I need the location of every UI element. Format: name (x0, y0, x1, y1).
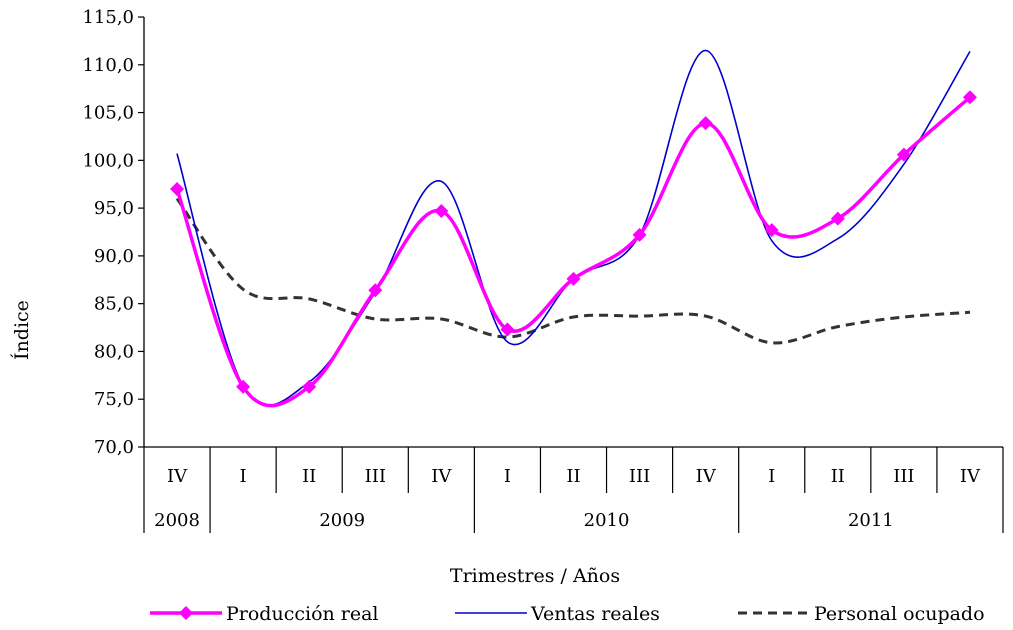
y-tick-label: 85,0 (94, 294, 134, 315)
y-tick-label: 75,0 (94, 389, 134, 410)
x-tick-label: III (365, 466, 386, 487)
y-axis-label: Índice (10, 300, 33, 360)
x-tick-label: I (240, 466, 247, 487)
x-tick-label: IV (167, 466, 188, 487)
y-tick-label: 105,0 (82, 103, 134, 124)
year-label: 2008 (154, 510, 200, 531)
y-tick-label: 115,0 (82, 7, 134, 28)
y-tick-label: 95,0 (94, 198, 134, 219)
year-label: 2009 (319, 510, 365, 531)
data-point-marker (764, 223, 779, 238)
x-tick-label: I (768, 466, 775, 487)
series-line-2 (176, 49, 971, 407)
legend-label: Ventas reales (530, 603, 660, 625)
series-line-3 (175, 197, 971, 345)
y-tick-label: 100,0 (82, 150, 134, 171)
axes: 70,0 75,0 80,0 85,0 90,0 95,0 100,0 105,0 110,0 1… (82, 7, 1004, 533)
legend-label: Personal ocupado (814, 603, 985, 625)
x-tick-label: II (831, 466, 845, 487)
x-tick-label: IV (960, 466, 981, 487)
data-point-marker (632, 227, 647, 242)
data-point-marker (566, 271, 581, 286)
data-point-marker (434, 203, 449, 218)
data-point-marker (236, 379, 251, 394)
y-tick-label: 70,0 (94, 437, 134, 458)
y-tick-label: 80,0 (94, 341, 134, 362)
series-layer (175, 49, 972, 408)
data-point-marker (170, 182, 185, 196)
series-line-1 (175, 95, 972, 408)
x-tick-label: II (302, 466, 316, 487)
data-point-marker (698, 116, 713, 131)
y-tick-label: 110,0 (82, 55, 134, 76)
year-label: 2010 (584, 510, 630, 531)
data-point-marker (896, 147, 911, 162)
legend-marker (179, 606, 193, 620)
data-point-marker (830, 211, 845, 226)
data-point-marker (962, 90, 977, 105)
x-tick-label: IV (696, 466, 717, 487)
legend-label: Producción real (226, 603, 379, 625)
data-point-marker (302, 379, 317, 394)
legend: Producción real Ventas reales Personal ocu… (150, 603, 985, 625)
x-tick-label: I (504, 466, 511, 487)
y-tick-label: 90,0 (94, 246, 134, 267)
x-tick-label: III (629, 466, 650, 487)
x-tick-label: III (893, 466, 914, 487)
x-tick-label: II (566, 466, 580, 487)
x-axis-label: Trimestres / Años (450, 565, 620, 587)
year-label: 2011 (848, 510, 894, 531)
data-point-marker (500, 322, 515, 337)
markers-layer (170, 90, 977, 394)
x-tick-label: IV (431, 466, 452, 487)
data-point-marker (368, 283, 383, 298)
